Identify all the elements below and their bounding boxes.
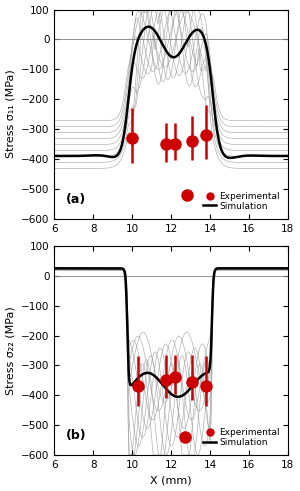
Text: (b): (b): [66, 430, 87, 442]
Legend: Experimental, Simulation: Experimental, Simulation: [199, 424, 283, 451]
Y-axis label: Stress σ₁₁ (MPa): Stress σ₁₁ (MPa): [6, 70, 16, 159]
Text: (a): (a): [66, 193, 86, 206]
Legend: Experimental, Simulation: Experimental, Simulation: [199, 188, 283, 214]
X-axis label: X (mm): X (mm): [150, 475, 192, 486]
Y-axis label: Stress σ₂₂ (MPa): Stress σ₂₂ (MPa): [6, 306, 16, 395]
